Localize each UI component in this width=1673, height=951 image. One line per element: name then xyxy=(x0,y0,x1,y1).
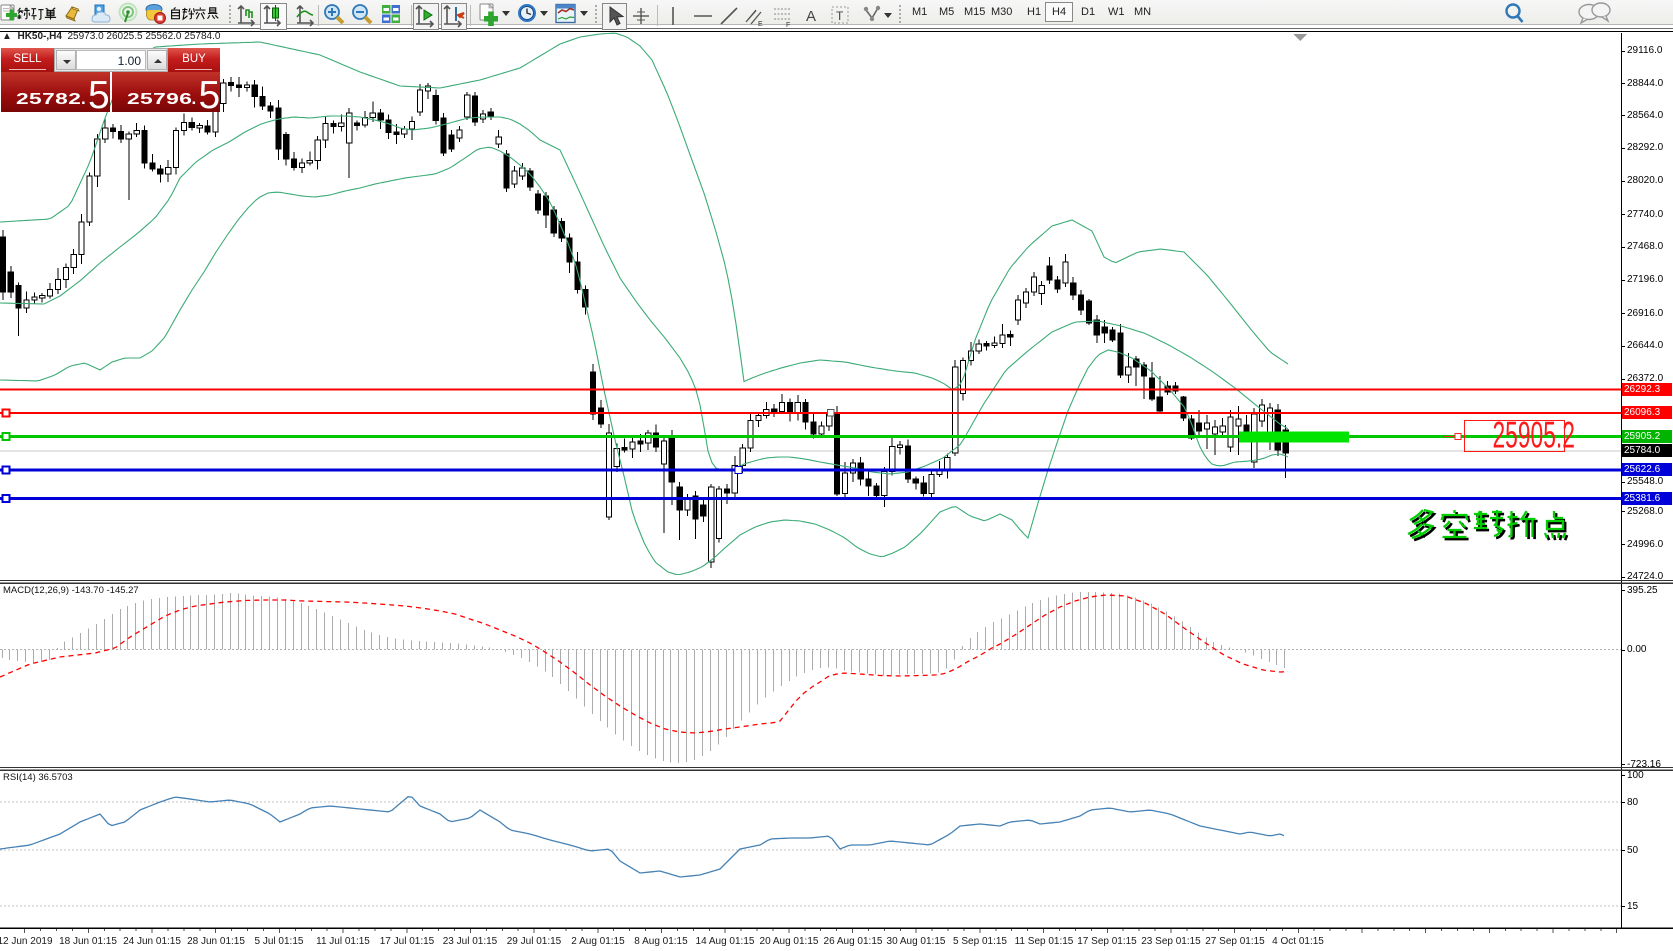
svg-text:T: T xyxy=(836,9,844,23)
svg-text:A: A xyxy=(806,8,816,25)
svg-text:F: F xyxy=(786,22,790,29)
svg-text:E: E xyxy=(758,21,763,28)
